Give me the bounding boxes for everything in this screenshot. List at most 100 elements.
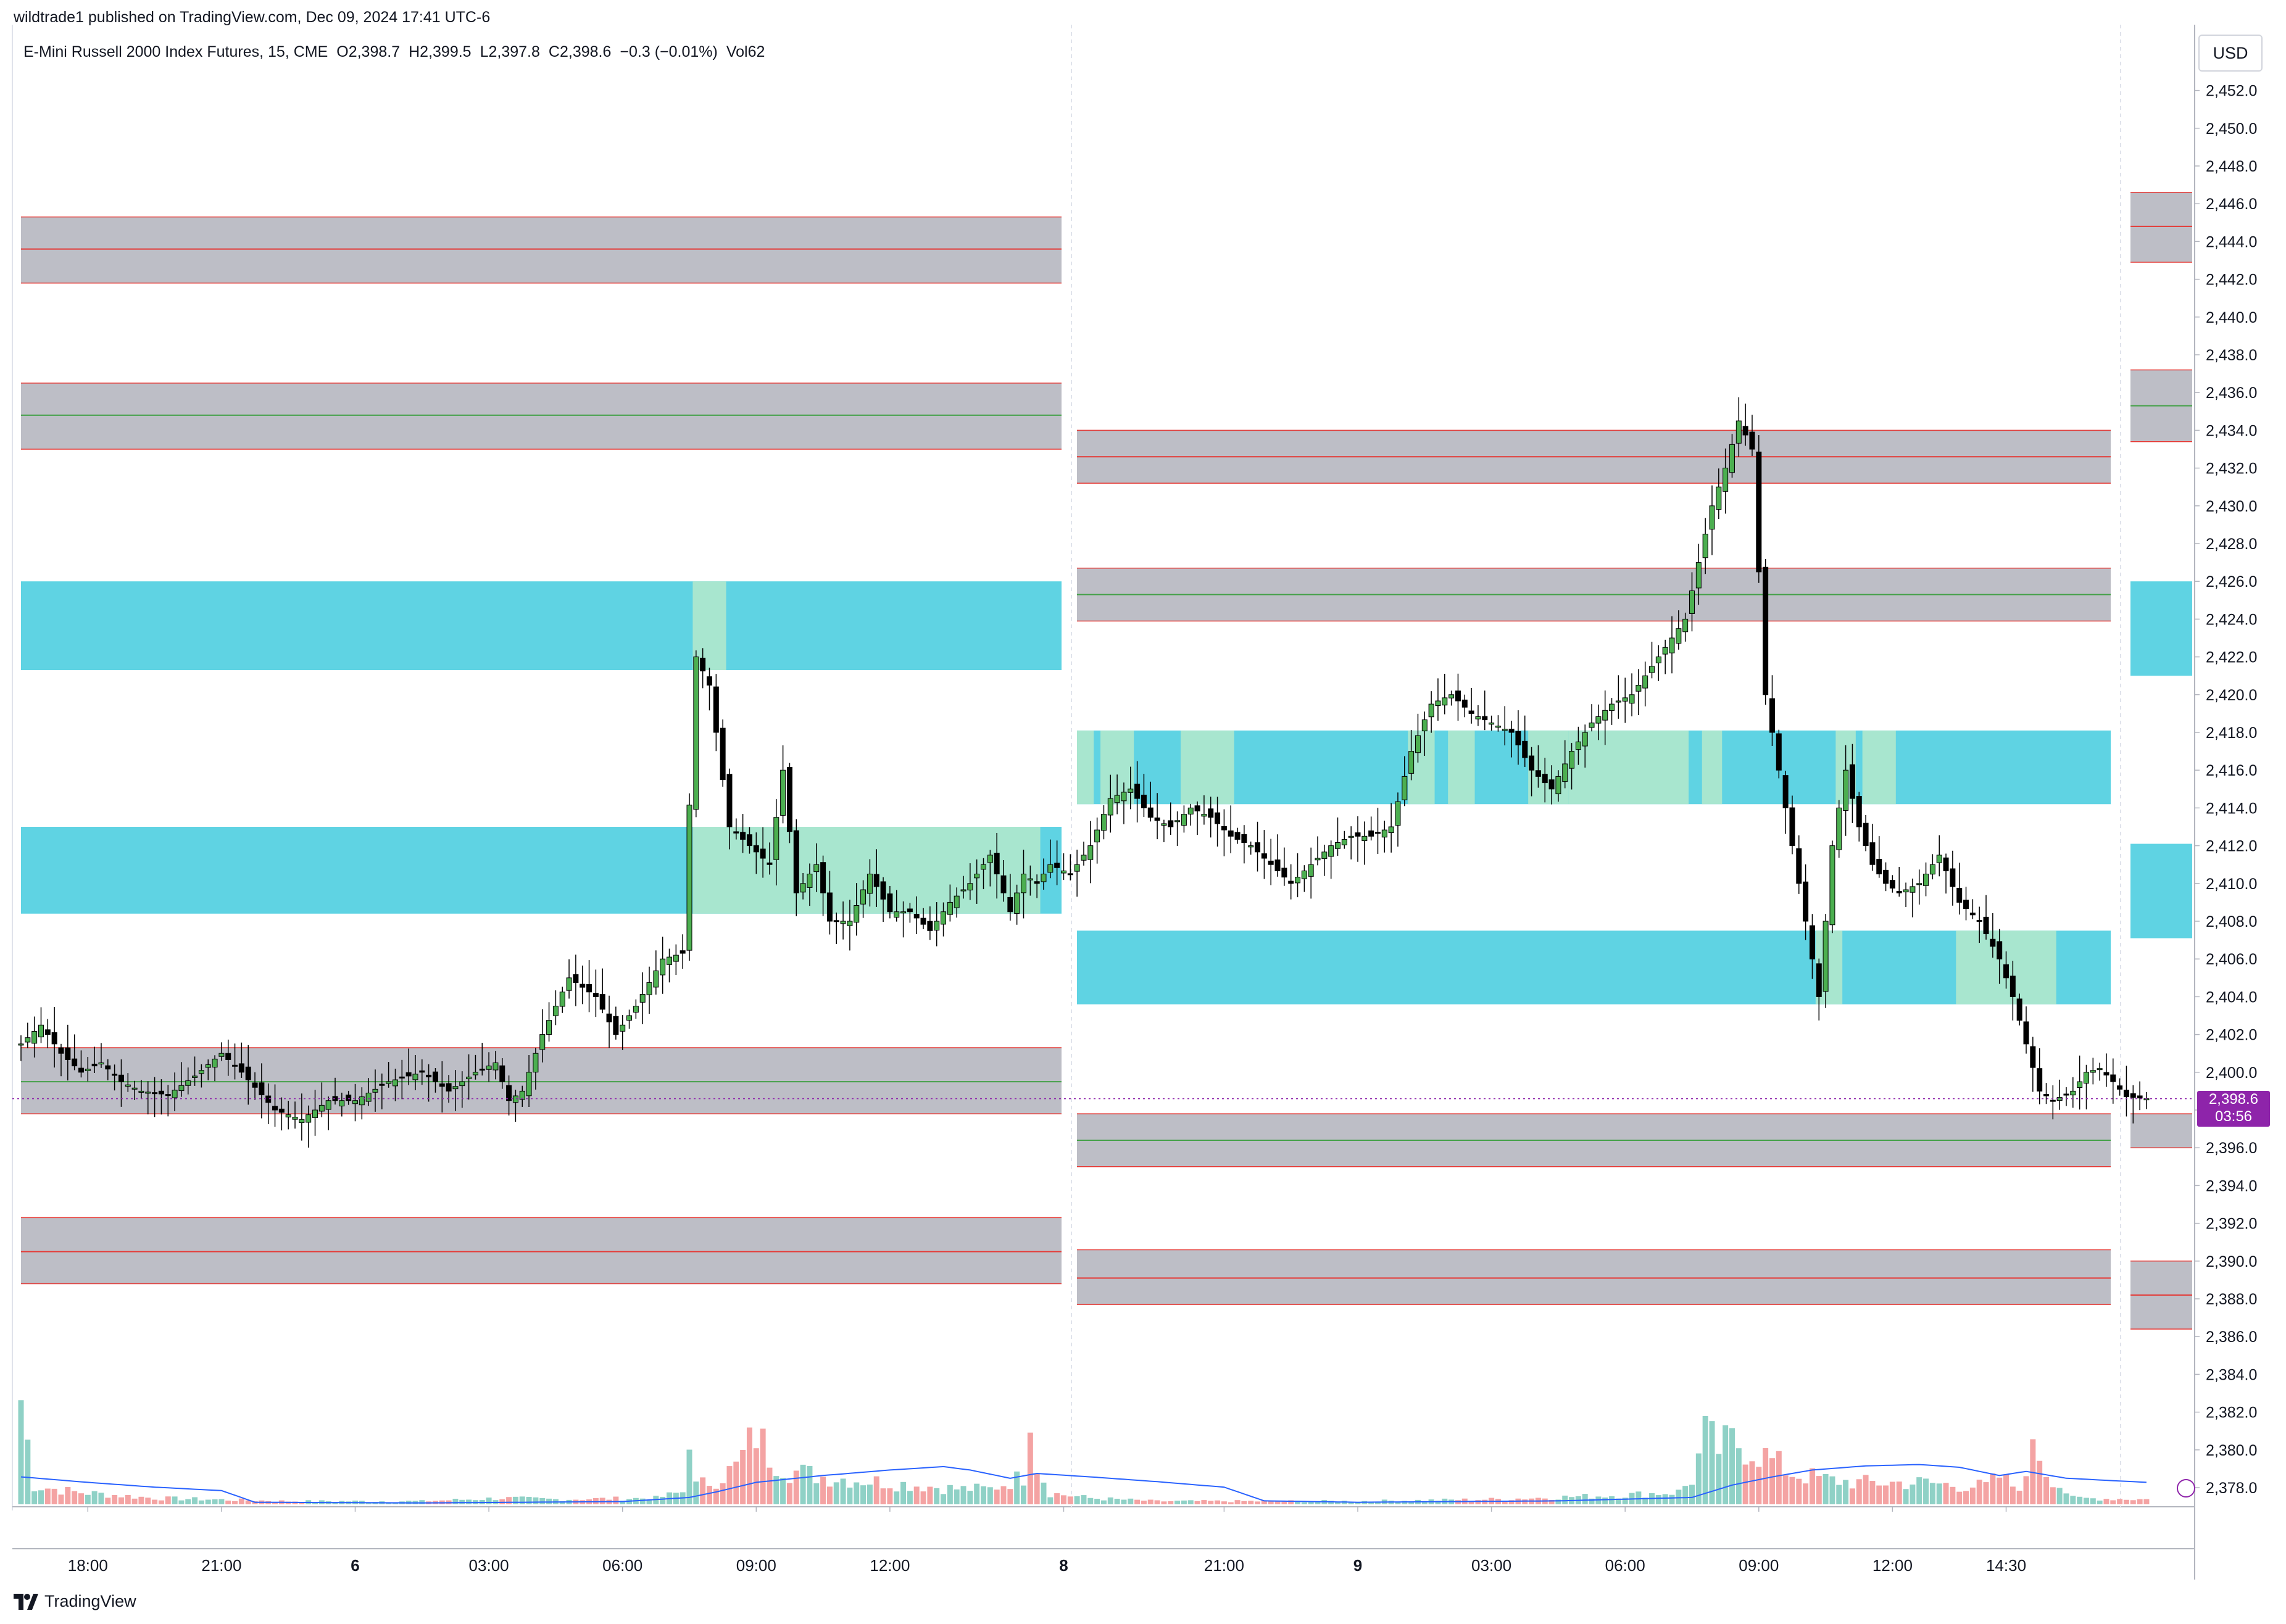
candle-body <box>1355 832 1361 837</box>
volume-bar <box>813 1483 820 1504</box>
candle-body <box>18 1043 24 1046</box>
volume-bar <box>1849 1488 1855 1504</box>
alert-marker-icon[interactable] <box>2177 1479 2195 1498</box>
volume-bar <box>1723 1425 1729 1504</box>
candle-body <box>546 1020 552 1035</box>
candle-body <box>981 864 987 870</box>
volume-bar <box>31 1491 38 1504</box>
time-tick-label: 21:00 <box>201 1556 241 1575</box>
currency-selector[interactable]: USD <box>2198 35 2263 72</box>
volume-bar <box>1041 1482 1047 1504</box>
candle-body <box>1328 845 1334 857</box>
price-tick-label: 2,402.0 <box>2206 1027 2257 1044</box>
volume-bar <box>2117 1499 2123 1504</box>
candle-body <box>405 1072 412 1077</box>
volume-ma-line <box>20 1464 2147 1504</box>
candle-body <box>860 889 867 905</box>
candle-body <box>580 984 586 988</box>
candle-body <box>1910 886 1916 893</box>
volume-bar <box>1161 1501 1167 1504</box>
volume-bar <box>740 1449 746 1504</box>
candle-body <box>934 921 940 931</box>
price-tick-label: 2,432.0 <box>2206 460 2257 478</box>
candle-body <box>1823 921 1829 992</box>
volume-bar <box>1976 1480 1982 1504</box>
volume-bar <box>599 1498 605 1504</box>
candle-body <box>1983 916 1989 934</box>
price-tick-label: 2,430.0 <box>2206 498 2257 515</box>
volume-bar <box>98 1493 104 1504</box>
candle-body <box>1174 820 1181 822</box>
volume-bar <box>18 1400 24 1504</box>
price-tick-label: 2,444.0 <box>2206 233 2257 251</box>
candle-body <box>780 769 786 816</box>
volume-bar <box>894 1491 900 1504</box>
candle-body <box>887 893 893 913</box>
candle-body <box>1742 426 1748 436</box>
candle-body <box>1415 735 1421 753</box>
zone-tested-span <box>1181 730 1234 805</box>
volume-bar <box>2123 1499 2129 1504</box>
volume-bar <box>1742 1464 1748 1504</box>
legend-symbol[interactable]: E-Mini Russell 2000 Index Futures, 15, C… <box>23 43 328 60</box>
volume-bar <box>1128 1498 1134 1504</box>
price-tick-label: 2,394.0 <box>2206 1177 2257 1195</box>
candle-body <box>1341 839 1347 845</box>
volume-bar <box>1281 1501 1287 1504</box>
time-tick-label: 06:00 <box>602 1556 642 1575</box>
candle-body <box>198 1070 204 1074</box>
candle-body <box>1923 874 1929 886</box>
legend-low: L2,397.8 <box>480 43 540 60</box>
candle-body <box>512 1095 518 1103</box>
volume-bar <box>125 1494 131 1504</box>
volume-bar <box>1735 1448 1742 1504</box>
tradingview-logo[interactable]: TradingView <box>14 1592 136 1611</box>
candle-body <box>1147 807 1153 818</box>
candle-body <box>1295 877 1301 884</box>
candle-body <box>967 883 973 890</box>
time-tick-label: 9 <box>1353 1556 1362 1575</box>
volume-bar <box>1301 1502 1307 1504</box>
candle-body <box>1468 710 1474 714</box>
volume-bar <box>1054 1493 1060 1504</box>
volume-bar <box>1782 1475 1789 1504</box>
candle-body <box>833 920 839 922</box>
volume-bar <box>1308 1501 1314 1504</box>
volume-bar <box>639 1498 646 1504</box>
candle-body <box>1729 444 1735 473</box>
zone-tested-span <box>1702 730 1723 805</box>
candle-body <box>1856 796 1862 827</box>
volume-bar <box>1234 1500 1241 1504</box>
candle-body <box>1535 770 1541 777</box>
candle-body <box>873 874 879 887</box>
volume-bar <box>1408 1501 1415 1504</box>
candle-body <box>1248 845 1254 848</box>
volume-bar <box>506 1497 512 1504</box>
candle-body <box>573 974 579 983</box>
volume-bar <box>486 1498 492 1504</box>
volume-bar <box>1883 1485 1889 1504</box>
volume-bar <box>1702 1415 1708 1504</box>
volume-bar <box>138 1496 144 1504</box>
volume-bar <box>1582 1494 1588 1504</box>
candle-body <box>1442 697 1448 706</box>
candle-body <box>165 1094 171 1096</box>
candle-body <box>1936 855 1942 863</box>
volume-bar <box>981 1486 987 1504</box>
candle-body <box>305 1114 312 1123</box>
candle-body <box>1128 789 1134 793</box>
price-tick-label: 2,438.0 <box>2206 347 2257 364</box>
volume-bar <box>172 1496 178 1504</box>
candle-body <box>1702 534 1708 558</box>
volume-bar <box>2043 1477 2049 1504</box>
volume-bar <box>198 1500 204 1504</box>
candle-body <box>145 1092 151 1094</box>
zone-cyan <box>21 581 1062 671</box>
candle-body <box>867 874 873 894</box>
candle-body <box>2043 1093 2049 1096</box>
volume-bar <box>907 1491 913 1504</box>
candle-body <box>379 1083 385 1086</box>
volume-bar <box>1763 1448 1769 1504</box>
candle-body <box>633 1006 639 1013</box>
